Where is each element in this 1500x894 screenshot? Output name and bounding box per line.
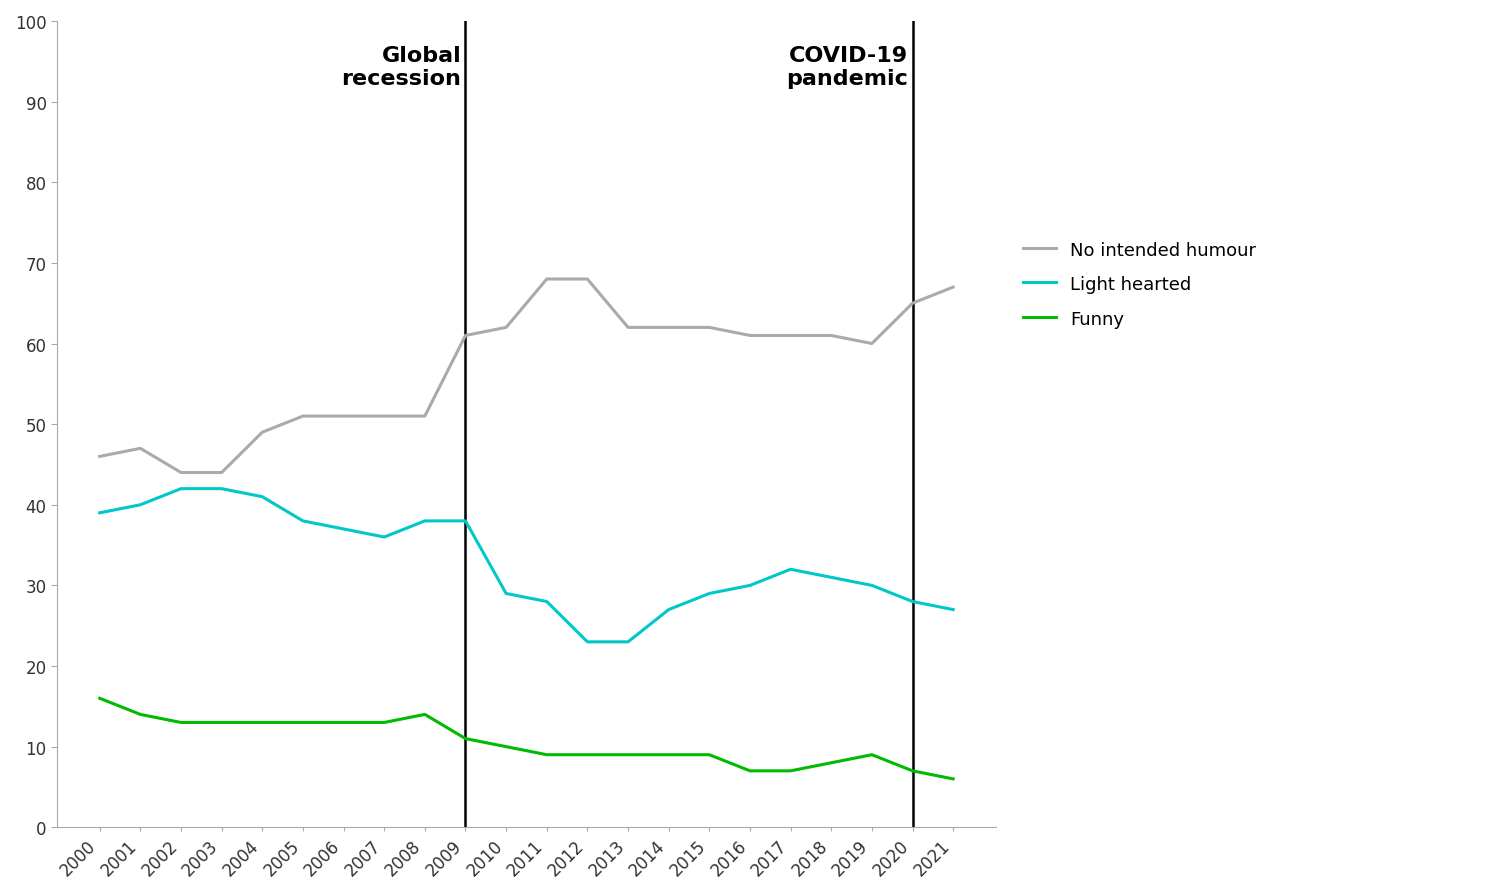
Light hearted [903,596,921,607]
No intended humour [294,411,312,422]
No intended humour [660,323,678,333]
Light hearted [944,604,962,615]
Light hearted [822,572,840,583]
Funny [496,741,514,752]
Funny [620,749,638,760]
Funny [782,765,800,776]
Funny [660,749,678,760]
Funny [822,757,840,768]
Light hearted [90,508,108,519]
Funny [903,765,921,776]
Light hearted [172,484,190,494]
Legend: No intended humour, Light hearted, Funny: No intended humour, Light hearted, Funny [1014,232,1266,338]
Light hearted [538,596,556,607]
Funny [416,709,434,720]
Funny [741,765,759,776]
Light hearted [620,637,638,647]
No intended humour [944,283,962,293]
No intended humour [334,411,352,422]
No intended humour [782,331,800,342]
Funny [375,717,393,728]
No intended humour [496,323,514,333]
No intended humour [90,451,108,462]
Funny [213,717,231,728]
Light hearted [741,580,759,591]
Funny [456,733,474,744]
Funny [944,773,962,784]
No intended humour [213,468,231,478]
Light hearted [334,524,352,535]
Funny [334,717,352,728]
Funny [538,749,556,760]
Text: Global
recession: Global recession [342,46,462,89]
Funny [579,749,597,760]
No intended humour [903,299,921,309]
Light hearted [294,516,312,527]
Funny [172,717,190,728]
No intended humour [456,331,474,342]
Light hearted [782,564,800,575]
No intended humour [254,427,272,438]
Light hearted [862,580,880,591]
Light hearted [254,492,272,502]
No intended humour [416,411,434,422]
No intended humour [620,323,638,333]
Light hearted [700,588,718,599]
Light hearted [213,484,231,494]
Text: COVID-19
pandemic: COVID-19 pandemic [786,46,909,89]
No intended humour [741,331,759,342]
Light hearted [579,637,597,647]
Line: Funny: Funny [99,698,952,779]
No intended humour [700,323,718,333]
No intended humour [172,468,190,478]
Funny [132,709,150,720]
Funny [254,717,272,728]
Light hearted [496,588,514,599]
Funny [700,749,718,760]
No intended humour [375,411,393,422]
Funny [294,717,312,728]
Funny [90,693,108,704]
No intended humour [862,339,880,350]
Light hearted [660,604,678,615]
No intended humour [132,443,150,454]
Line: Light hearted: Light hearted [99,489,952,642]
Funny [862,749,880,760]
No intended humour [579,274,597,285]
Light hearted [416,516,434,527]
No intended humour [538,274,556,285]
Light hearted [132,500,150,510]
Light hearted [456,516,474,527]
Line: No intended humour: No intended humour [99,280,952,473]
No intended humour [822,331,840,342]
Light hearted [375,532,393,543]
